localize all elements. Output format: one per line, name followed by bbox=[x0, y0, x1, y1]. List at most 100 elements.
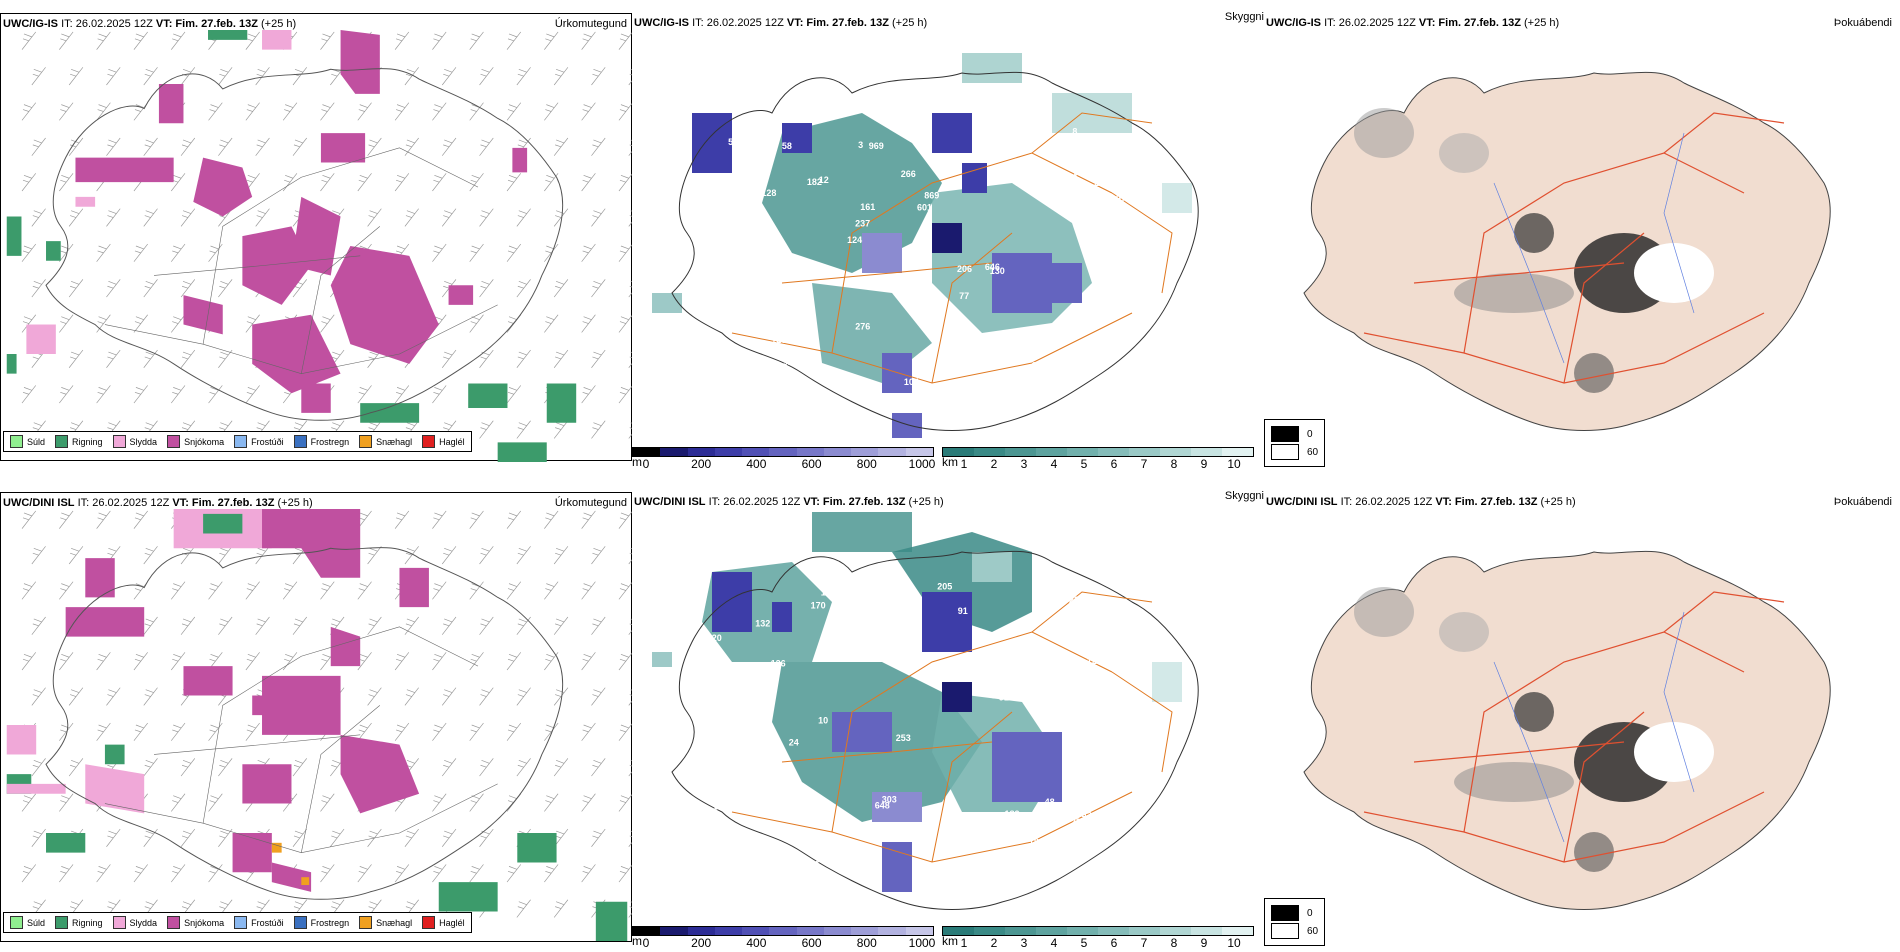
ceiling-value-label: 127 bbox=[812, 809, 827, 819]
ceiling-value-label: 104 bbox=[1045, 707, 1060, 717]
legend-item: Frostregn bbox=[293, 916, 349, 929]
wind-barb bbox=[106, 208, 121, 227]
wind-barb bbox=[255, 137, 270, 156]
panel-title: Úrkomutegund bbox=[554, 18, 627, 30]
wind-barb bbox=[180, 208, 196, 227]
wind-barb bbox=[469, 31, 484, 50]
colorbar-swatch bbox=[1222, 927, 1253, 935]
colorbar-tick-label: 5 bbox=[1080, 457, 1088, 471]
wind-barb bbox=[591, 420, 606, 439]
colorbar-tick-label: 7 bbox=[1140, 457, 1148, 471]
rivers bbox=[1493, 132, 1695, 364]
wind-barb bbox=[591, 279, 606, 298]
ceiling-value-label: 237 bbox=[704, 348, 719, 358]
wind-barb bbox=[106, 349, 121, 368]
ceiling-value-label: 77 bbox=[959, 291, 969, 301]
panel-header: UWC/DINI ISL IT: 26.02.2025 12Z VT: Fim.… bbox=[3, 497, 313, 509]
wind-barb bbox=[68, 687, 84, 706]
wind-barb bbox=[544, 243, 559, 262]
wind-barb bbox=[441, 349, 457, 368]
wind-barb bbox=[245, 722, 260, 741]
panel-header: UWC/IG-IS IT: 26.02.2025 12Z VT: Fim. 27… bbox=[634, 17, 928, 29]
wind-barb bbox=[170, 243, 186, 262]
wind-barb bbox=[618, 173, 633, 192]
wind-barb bbox=[618, 385, 633, 404]
wind-barb bbox=[180, 828, 196, 847]
wind-barb bbox=[553, 616, 569, 635]
cloud-indicator-panel-bottom: UWC/DINI ISL IT: 26.02.2025 12Z VT: Fim.… bbox=[1264, 492, 1896, 952]
wind-barb bbox=[170, 722, 186, 741]
wind-barb bbox=[441, 546, 457, 565]
wind-barb bbox=[544, 102, 559, 121]
roads bbox=[731, 112, 1173, 384]
colorbar-tick-label: 9 bbox=[1200, 457, 1208, 471]
wind-barb bbox=[143, 616, 158, 635]
wind-barb bbox=[170, 314, 186, 333]
wind-barb bbox=[218, 546, 233, 565]
wind-barb bbox=[21, 510, 37, 529]
wind-barb bbox=[618, 102, 633, 121]
colorbar-swatch bbox=[742, 448, 770, 456]
wind-barb bbox=[394, 31, 410, 50]
ceiling-value-label: 58 bbox=[728, 137, 738, 147]
colorbar-swatch bbox=[851, 448, 879, 456]
wind-barb bbox=[31, 137, 46, 156]
wind-barb bbox=[367, 616, 382, 635]
wind-barb bbox=[544, 581, 559, 600]
wind-barb bbox=[516, 208, 531, 227]
wind-barb bbox=[367, 687, 382, 706]
colorbar-swatch bbox=[1067, 927, 1098, 935]
wind-barb bbox=[282, 581, 298, 600]
ceiling-value-label: 205 bbox=[937, 581, 952, 591]
wind-barb bbox=[479, 687, 494, 706]
legend-item: Slydda bbox=[112, 435, 157, 448]
colorbar-swatch bbox=[769, 927, 797, 935]
fog-indicator-map bbox=[1303, 550, 1831, 910]
ceiling-value-label: 132 bbox=[755, 619, 770, 629]
ceiling-value-label: 601 bbox=[917, 202, 932, 212]
ceiling-value-label: 106 bbox=[785, 300, 800, 310]
colorbar-swatch bbox=[1129, 927, 1160, 935]
wind-barb bbox=[441, 137, 457, 156]
colorbar-swatch bbox=[1005, 927, 1036, 935]
precip-type-map bbox=[6, 509, 633, 941]
panel-header: UWC/IG-IS IT: 26.02.2025 12Z VT: Fim. 27… bbox=[3, 18, 297, 30]
ceiling-value-label: 300 bbox=[736, 302, 751, 312]
colorbar-unit: m bbox=[632, 455, 642, 469]
wind-barb bbox=[245, 31, 260, 50]
wind-barb bbox=[170, 31, 186, 50]
wind-barb bbox=[133, 314, 148, 333]
wind-barb bbox=[59, 510, 74, 529]
ceiling-value-label: 823 bbox=[724, 735, 739, 745]
colorbar-swatch bbox=[1191, 927, 1222, 935]
wind-barb bbox=[544, 31, 559, 50]
colorbar-tick-label: 800 bbox=[856, 936, 877, 950]
colorbar-swatch bbox=[633, 448, 661, 456]
colorbar-swatch bbox=[823, 448, 852, 456]
ceiling-value-label: 197 bbox=[1111, 194, 1126, 204]
ceiling-value-label: 914 bbox=[999, 692, 1014, 702]
wind-barb bbox=[394, 102, 410, 121]
wind-barb bbox=[394, 510, 410, 529]
wind-barb bbox=[68, 279, 84, 298]
wind-barb bbox=[143, 828, 158, 847]
wind-barb bbox=[581, 510, 596, 529]
visibility-ceiling-map: 48 126 432 162 25 111 221 127 235 126 153 420 104 87 5… bbox=[652, 512, 1199, 910]
wind-barb bbox=[618, 793, 633, 812]
visibility-ceiling-map: 68 103 8 124 58 102 3 266 300 12 237 126 969 869 130 58… bbox=[652, 53, 1199, 438]
wind-barb bbox=[553, 349, 569, 368]
wind-barb bbox=[208, 243, 223, 262]
colorbar-swatch bbox=[1036, 927, 1067, 935]
colorbar-tick-label: 3 bbox=[1020, 936, 1028, 950]
wind-barb bbox=[208, 385, 223, 404]
legend-item: Rigning bbox=[55, 435, 103, 448]
wind-barb bbox=[218, 279, 233, 298]
colorbar-swatch bbox=[1098, 927, 1129, 935]
ceiling-value-label: 646 bbox=[985, 262, 1000, 272]
ceiling-value-label: 58 bbox=[953, 154, 963, 164]
wind-barb bbox=[31, 687, 46, 706]
panel-title: Þokuábendi bbox=[1833, 496, 1892, 508]
colorbar-tick-label: 1 bbox=[960, 936, 968, 950]
wind-barb bbox=[479, 616, 494, 635]
fog-shading bbox=[1354, 108, 1714, 393]
